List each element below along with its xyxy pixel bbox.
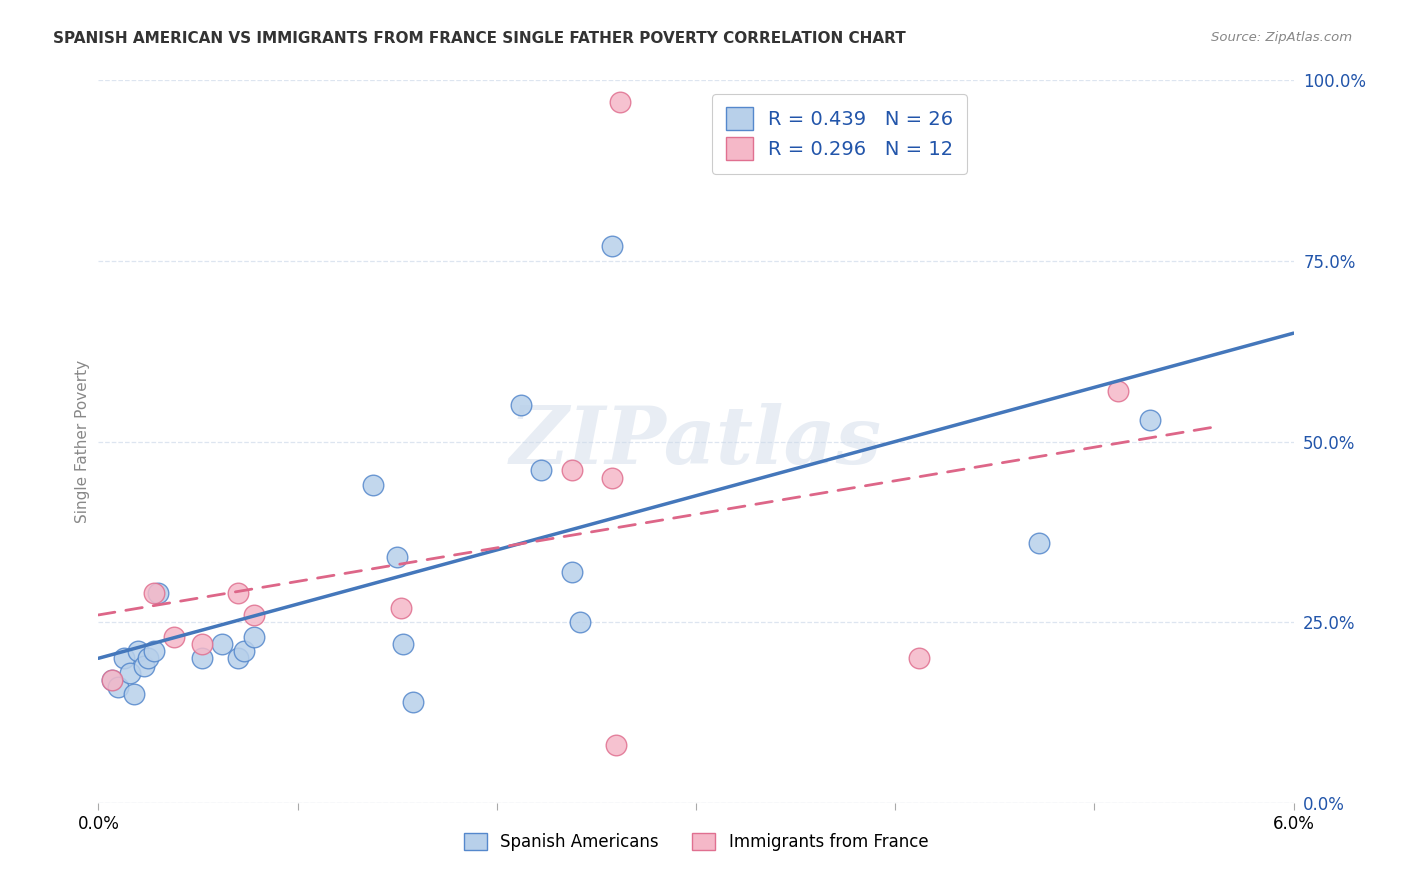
Text: ZIPatlas: ZIPatlas: [510, 403, 882, 480]
Point: [134, 658, 156, 673]
Point: [226, 586, 249, 600]
Point: [211, 637, 233, 651]
Point: [389, 600, 412, 615]
Point: [120, 665, 142, 680]
Point: [191, 651, 214, 665]
Point: [243, 607, 266, 622]
Point: [1028, 535, 1050, 549]
Point: [561, 565, 583, 579]
Point: [530, 463, 553, 477]
Point: [569, 615, 592, 630]
Point: [136, 651, 159, 665]
Point: [908, 651, 931, 665]
Point: [392, 637, 415, 651]
Point: [509, 398, 531, 412]
Point: [101, 673, 124, 687]
Point: [232, 644, 254, 658]
Text: Source: ZipAtlas.com: Source: ZipAtlas.com: [1212, 31, 1353, 45]
Point: [148, 586, 170, 600]
Point: [143, 586, 166, 600]
Point: [124, 687, 146, 701]
Point: [191, 637, 214, 651]
Y-axis label: Single Father Poverty: Single Father Poverty: [75, 360, 90, 523]
Point: [1107, 384, 1129, 398]
Point: [609, 95, 631, 109]
Point: [1139, 413, 1161, 427]
Point: [605, 738, 627, 752]
Point: [163, 630, 186, 644]
Point: [363, 478, 385, 492]
Point: [602, 471, 624, 485]
Legend: Spanish Americans, Immigrants from France: Spanish Americans, Immigrants from Franc…: [456, 825, 936, 860]
Point: [385, 550, 409, 565]
Point: [243, 630, 266, 644]
Point: [127, 644, 149, 658]
Point: [112, 651, 135, 665]
Point: [143, 644, 166, 658]
Text: SPANISH AMERICAN VS IMMIGRANTS FROM FRANCE SINGLE FATHER POVERTY CORRELATION CHA: SPANISH AMERICAN VS IMMIGRANTS FROM FRAN…: [53, 31, 907, 46]
Point: [602, 239, 624, 253]
Point: [561, 463, 583, 477]
Point: [226, 651, 249, 665]
Point: [402, 695, 425, 709]
Point: [107, 680, 129, 694]
Point: [101, 673, 124, 687]
